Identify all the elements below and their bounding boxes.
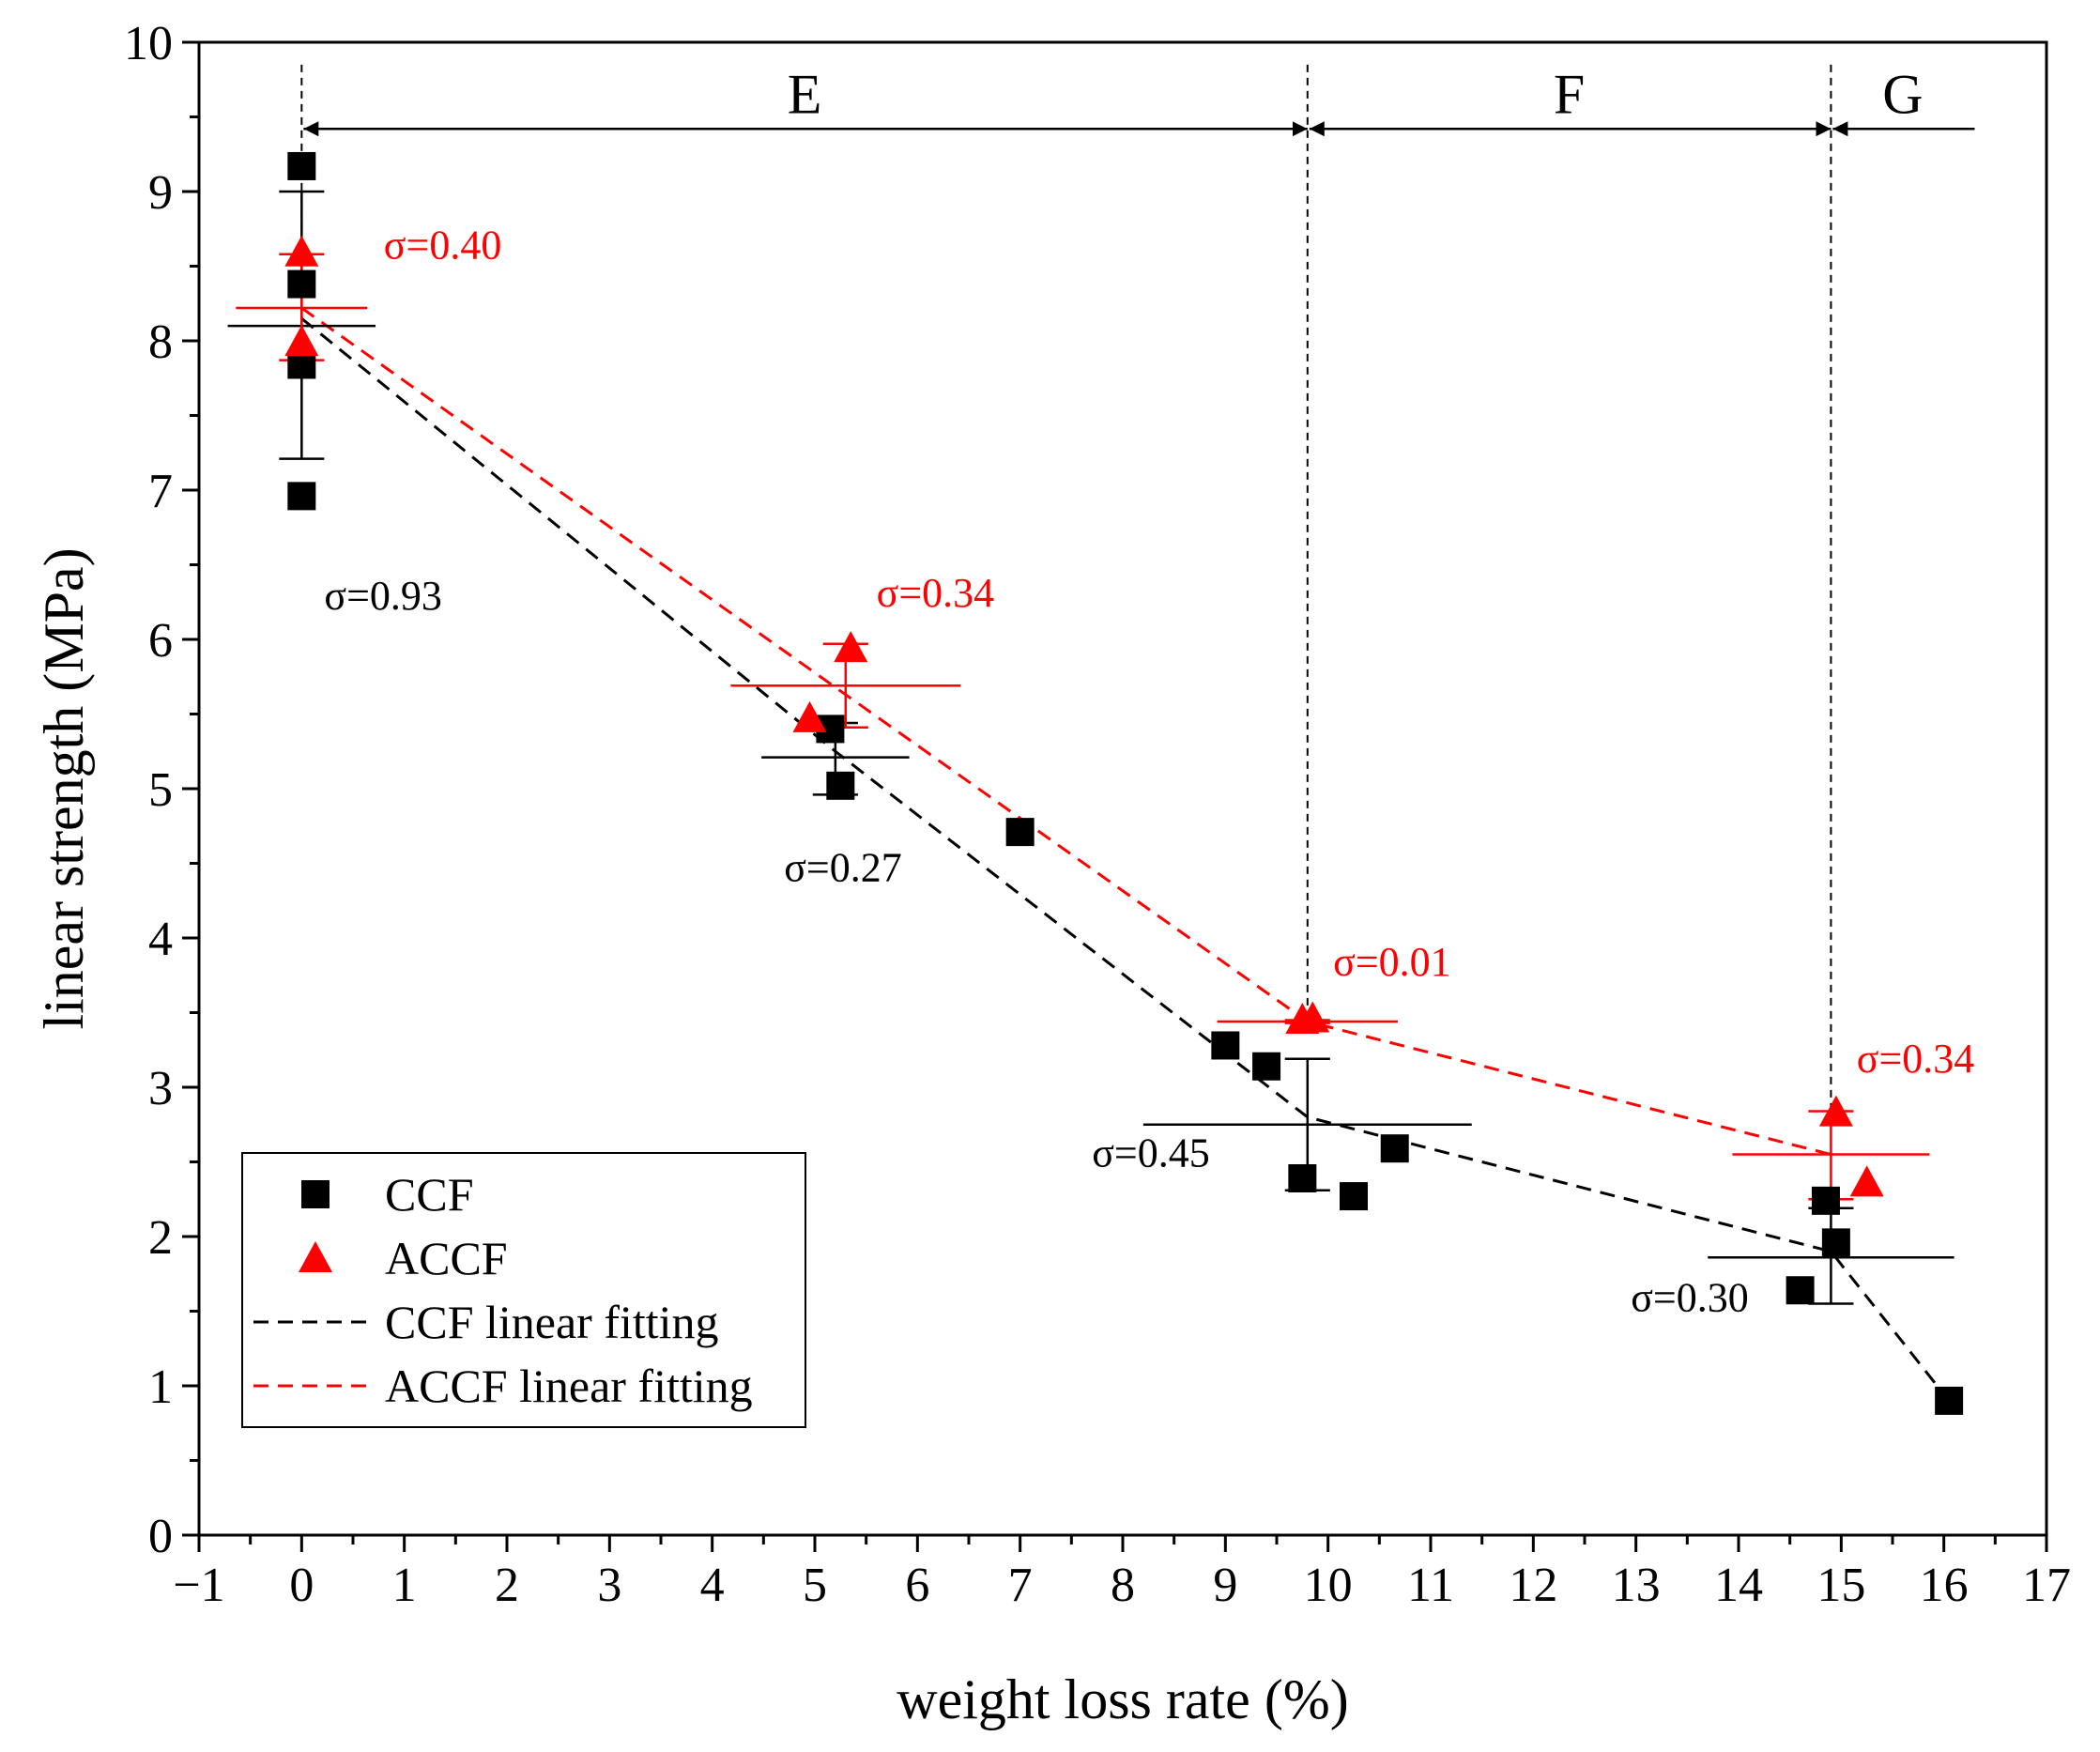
ccf-point	[1786, 1276, 1815, 1305]
ccf-point	[1935, 1386, 1964, 1415]
x-tick-label: 4	[700, 1559, 725, 1612]
sigma-annotation: σ=0.34	[877, 570, 995, 616]
y-tick-label: 5	[148, 763, 173, 817]
y-tick-label: 0	[148, 1510, 173, 1563]
region-label-g: G	[1882, 64, 1923, 126]
x-tick-label: 13	[1612, 1559, 1661, 1612]
ccf-point	[1811, 1186, 1840, 1215]
accf-point	[834, 631, 868, 663]
accf-point	[1818, 1095, 1853, 1127]
x-tick-label: 5	[803, 1559, 827, 1612]
x-tick-label: 2	[495, 1559, 519, 1612]
accf-point	[1295, 1001, 1330, 1033]
legend-swatch-accf	[299, 1241, 332, 1272]
ccf-point	[287, 269, 316, 299]
y-tick-label: 6	[148, 614, 173, 668]
ccf-point	[1211, 1031, 1240, 1060]
y-axis-title: linear strength (MPa)	[33, 547, 95, 1029]
accf-point	[284, 235, 319, 267]
region-label-e: E	[788, 64, 822, 126]
x-tick-label: −1	[173, 1559, 224, 1612]
y-tick-label: 1	[148, 1360, 173, 1414]
plot-frame	[197, 40, 2048, 1537]
ccf-point	[1005, 818, 1035, 847]
sigma-annotations: σ=0.40 σ=0.93 σ=0.34 σ=0.27 σ=0.01 σ=0.45 σ=0.…	[324, 223, 1974, 1321]
sigma-annotation: σ=0.40	[384, 223, 502, 269]
legend-label-accf: ACCF	[385, 1232, 508, 1284]
ccf-point	[287, 151, 316, 180]
sigma-annotation: σ=0.27	[784, 845, 902, 891]
sigma-annotation: σ=0.45	[1092, 1130, 1210, 1176]
region-label-f: F	[1554, 64, 1585, 126]
x-tick-label: 7	[1008, 1559, 1033, 1612]
error-bars	[227, 190, 1954, 1305]
sigma-annotation: σ=0.34	[1857, 1036, 1975, 1082]
accf-point	[284, 325, 319, 357]
ccf-point	[1380, 1134, 1409, 1163]
x-tick-label: 0	[289, 1559, 314, 1612]
sigma-annotation: σ=0.30	[1631, 1275, 1749, 1321]
ccf-point	[287, 482, 316, 511]
data-points	[284, 151, 1964, 1415]
ccf-point	[1252, 1052, 1281, 1081]
legend-label-ccf-linear-fitting: CCF linear fitting	[385, 1296, 719, 1348]
ccf-linear-fitting-line	[300, 316, 1951, 1402]
x-tick-label: 15	[1816, 1559, 1865, 1612]
x-tick-label: 12	[1509, 1559, 1557, 1612]
legend-box	[241, 1152, 806, 1428]
ccf-point	[1340, 1182, 1368, 1211]
x-tick-label: 1	[392, 1559, 417, 1612]
y-tick-label: 9	[148, 166, 173, 220]
x-tick-label: 17	[2022, 1559, 2071, 1612]
axis-titles: weight loss rate (%) linear strength (MP…	[33, 547, 1349, 1730]
legend: CCF ACCF CCF linear fitting ACCF linear fit…	[241, 1152, 806, 1428]
y-tick-label: 10	[124, 17, 173, 70]
y-tick-label: 3	[148, 1062, 173, 1115]
x-tick-label: 8	[1111, 1559, 1135, 1612]
ccf-point	[826, 771, 855, 800]
legend-label-accf-linear-fitting: ACCF linear fitting	[385, 1360, 753, 1412]
ccf-point	[1821, 1228, 1850, 1257]
legend-swatch-ccf	[301, 1180, 330, 1208]
x-tick-label: 6	[905, 1559, 929, 1612]
x-tick-label: 11	[1407, 1559, 1454, 1612]
region-arrows: E F G	[303, 64, 1975, 137]
ccf-point	[1288, 1163, 1317, 1192]
accf-point	[792, 700, 827, 732]
sigma-annotation: σ=0.01	[1333, 939, 1451, 985]
y-tick-label: 8	[148, 315, 173, 369]
x-tick-label: 16	[1920, 1559, 1969, 1612]
x-tick-label: 14	[1714, 1559, 1763, 1612]
x-tick-label: 10	[1304, 1559, 1353, 1612]
accf-point	[1849, 1165, 1884, 1197]
y-tick-label: 2	[148, 1211, 173, 1265]
x-tick-label: 9	[1213, 1559, 1237, 1612]
y-tick-label: 7	[148, 465, 173, 518]
fit-lines	[300, 306, 1951, 1402]
sigma-annotation: σ=0.93	[324, 573, 442, 619]
x-axis-title: weight loss rate (%)	[897, 1668, 1349, 1730]
region-boundaries	[300, 64, 1832, 1147]
x-tick-label: 3	[597, 1559, 621, 1612]
y-tick-label: 4	[148, 913, 173, 966]
accf-linear-fitting-line	[300, 306, 1832, 1157]
legend-label-ccf: CCF	[385, 1168, 474, 1221]
